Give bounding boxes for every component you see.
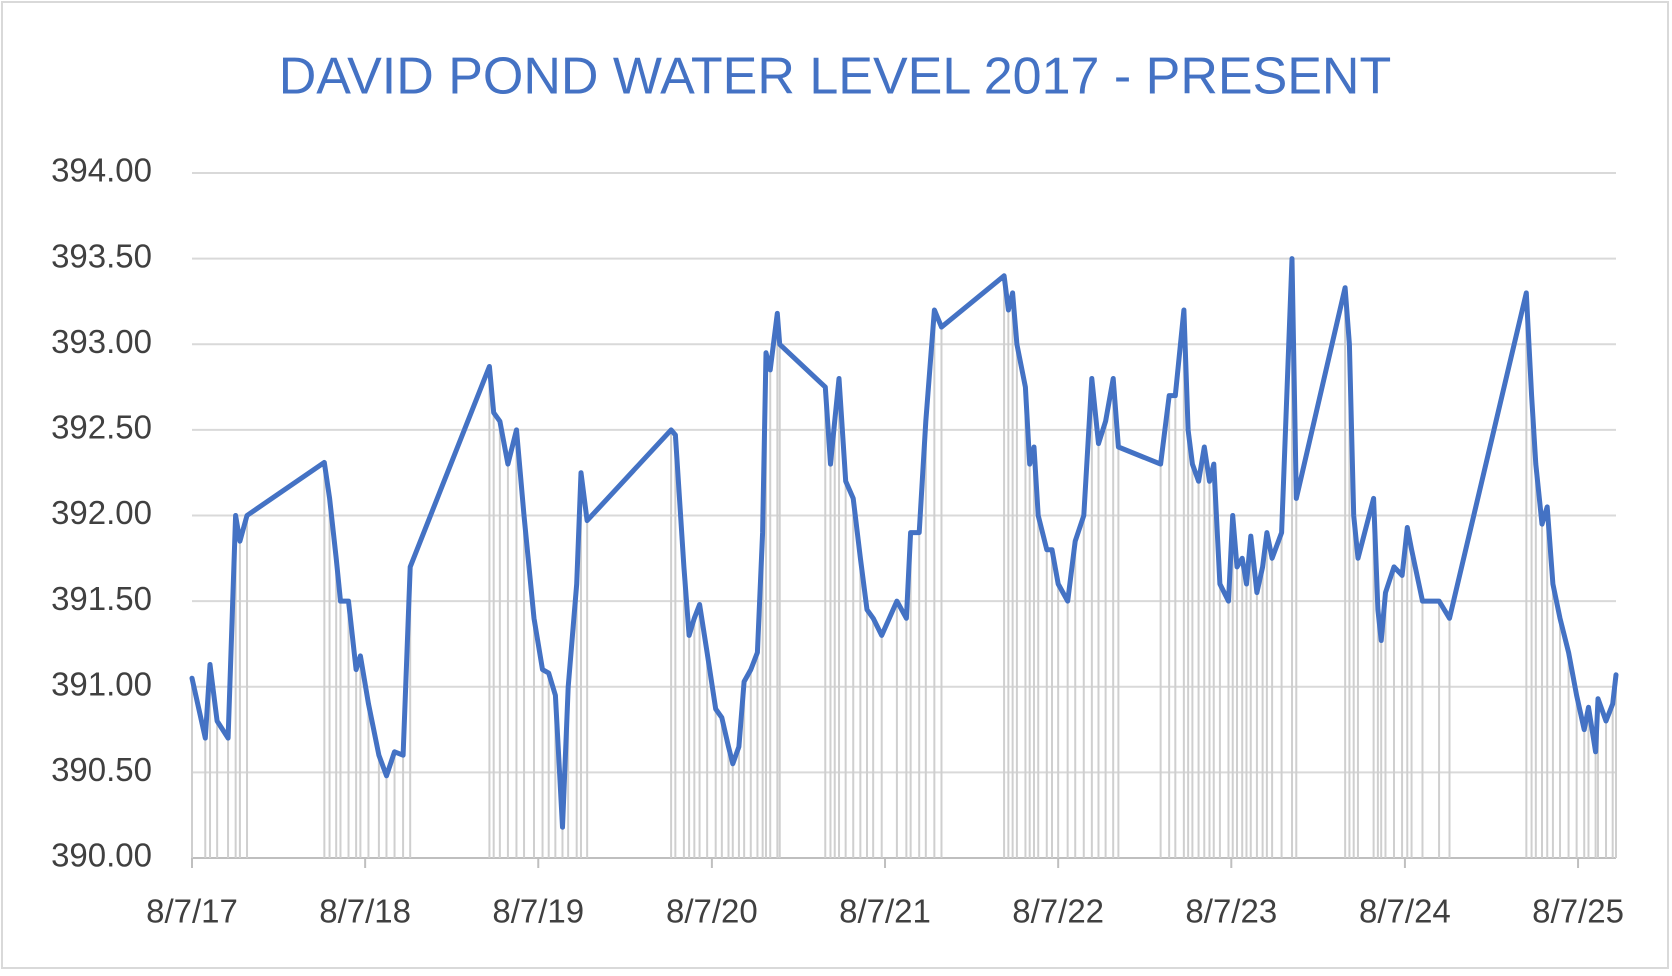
x-tick-label: 8/7/17 — [146, 893, 238, 930]
chart-title: DAVID POND WATER LEVEL 2017 - PRESENT — [279, 48, 1392, 106]
y-tick-label: 390.00 — [51, 837, 152, 874]
x-tick-label: 8/7/24 — [1359, 893, 1451, 930]
data-line — [189, 256, 1619, 830]
y-tick-label: 392.00 — [51, 494, 152, 531]
y-tick-label: 392.50 — [51, 409, 152, 446]
y-tick-label: 393.00 — [51, 323, 152, 360]
x-tick-label: 8/7/22 — [1012, 893, 1104, 930]
x-tick-label: 8/7/19 — [492, 893, 584, 930]
y-tick-label: 391.00 — [51, 665, 152, 702]
y-tick-label: 391.50 — [51, 580, 152, 617]
x-tick-label: 8/7/20 — [666, 893, 758, 930]
x-tick-label: 8/7/18 — [319, 893, 411, 930]
x-tick-label: 8/7/21 — [839, 893, 931, 930]
x-tick-label: 8/7/23 — [1185, 893, 1277, 930]
y-tick-label: 393.50 — [51, 237, 152, 274]
x-tick-label: 8/7/25 — [1532, 893, 1624, 930]
y-tick-label: 394.00 — [51, 152, 152, 189]
y-tick-label: 390.50 — [51, 751, 152, 788]
